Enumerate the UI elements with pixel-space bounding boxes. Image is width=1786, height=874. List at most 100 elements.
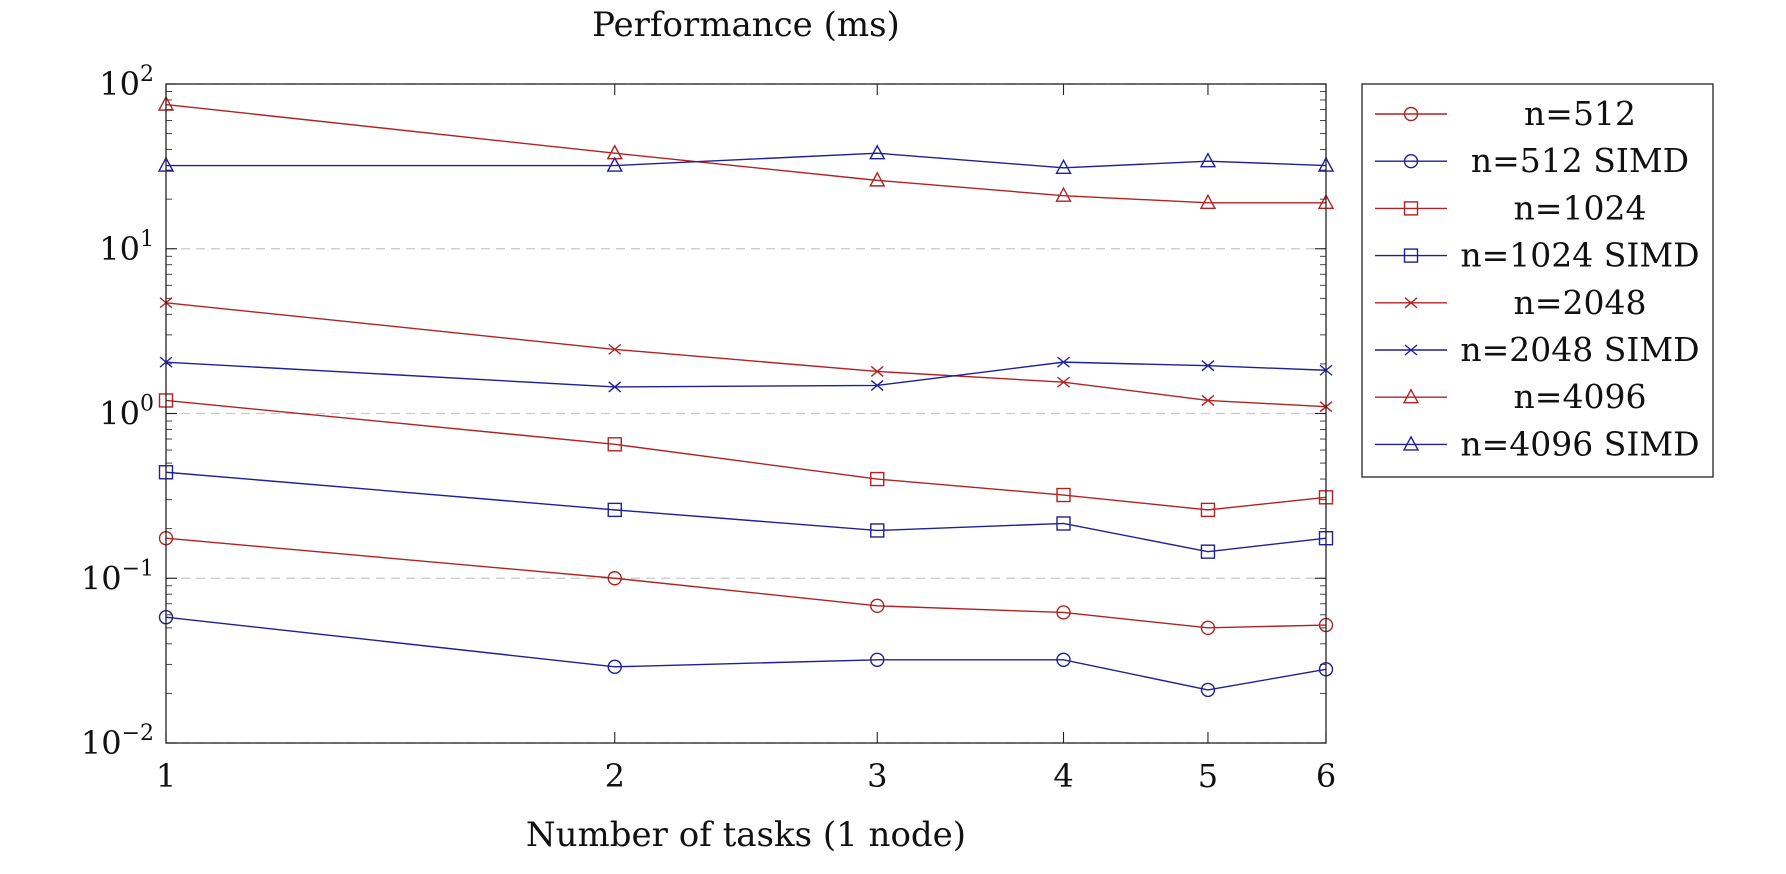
y-tick-base: 10	[81, 724, 122, 762]
legend-marker	[1403, 201, 1419, 216]
legend-marker	[1403, 106, 1419, 122]
x-tick-label: 4	[1053, 757, 1073, 795]
legend-entry: n=4096	[1375, 377, 1646, 416]
series-n-2048	[159, 297, 1333, 413]
legend-marker	[1402, 435, 1420, 451]
legend-marker	[1402, 388, 1420, 404]
series-n-4096	[157, 95, 1335, 210]
data-point	[607, 502, 622, 518]
legend-label: n=512 SIMD	[1471, 141, 1689, 180]
data-point	[1056, 516, 1071, 531]
data-point	[1200, 682, 1216, 698]
series-line	[165, 103, 1326, 204]
legend-entry: n=512 SIMD	[1375, 141, 1689, 180]
data-point	[607, 571, 622, 586]
data-point	[1057, 376, 1070, 388]
legend-entry: n=2048	[1375, 283, 1646, 322]
x-tick-label: 3	[867, 757, 887, 795]
y-tick-exponent: −1	[122, 556, 154, 581]
series-n-1024-simd	[158, 465, 1334, 559]
series-n-4096-simd	[157, 144, 1335, 174]
series-line	[165, 399, 1327, 511]
series-line	[165, 302, 1327, 408]
grid-lines	[166, 83, 1326, 744]
data-point	[1200, 502, 1216, 518]
x-axis-label: Number of tasks (1 node)	[526, 815, 966, 855]
legend-marker	[1403, 248, 1419, 263]
y-tick-base: 10	[99, 230, 140, 268]
data-point	[1201, 394, 1215, 406]
legend-label: n=1024 SIMD	[1460, 236, 1699, 275]
legend-label: n=4096	[1514, 377, 1647, 416]
y-tick-exponent: −2	[122, 721, 154, 746]
chart-title: Performance (ms)	[592, 5, 900, 45]
y-tick-base: 10	[99, 395, 140, 433]
legend-label: n=2048	[1514, 283, 1647, 322]
series-line	[165, 471, 1327, 553]
series-line	[165, 537, 1327, 629]
y-minor-ticks	[166, 91, 1326, 694]
data-point	[606, 156, 623, 172]
y-tick-base: 10	[99, 65, 140, 103]
data-point	[607, 437, 622, 452]
y-tick-label: 100	[99, 392, 154, 433]
data-point	[870, 365, 884, 377]
data-point	[1199, 193, 1217, 210]
data-point	[869, 171, 886, 187]
series-n-512-simd	[158, 610, 1334, 698]
data-point	[1199, 152, 1217, 168]
data-point	[1200, 620, 1216, 636]
data-point	[1055, 158, 1072, 174]
data-point	[870, 471, 885, 487]
legend-marker	[1403, 153, 1419, 169]
y-tick-label: 102	[99, 62, 154, 103]
data-point	[1057, 356, 1070, 368]
data-point	[607, 659, 622, 675]
data-point	[1055, 186, 1072, 202]
series-n-1024	[158, 393, 1334, 518]
data-point	[870, 652, 885, 667]
y-tick-label: 10−2	[81, 721, 154, 762]
legend-marker	[1404, 344, 1418, 356]
y-tick-label: 10−1	[81, 556, 154, 597]
data-point	[1201, 360, 1215, 372]
legend-label: n=4096 SIMD	[1460, 424, 1699, 463]
legend-entry: n=1024	[1375, 188, 1646, 227]
y-tick-exponent: 1	[140, 227, 154, 252]
data-point	[870, 379, 884, 391]
data-point	[608, 343, 622, 355]
data-point	[1056, 652, 1071, 667]
legend-entry: n=512	[1375, 94, 1636, 133]
x-tick-label: 1	[156, 757, 176, 795]
x-tick-label: 5	[1198, 757, 1218, 795]
data-point	[608, 381, 622, 393]
x-tick-label: 2	[605, 757, 625, 795]
y-tick-exponent: 2	[140, 62, 154, 87]
legend-label: n=512	[1524, 94, 1636, 133]
data-point	[1056, 605, 1071, 620]
legend-marker	[1404, 297, 1418, 309]
series-n-512	[158, 531, 1334, 636]
data-point	[1056, 487, 1071, 503]
series-n-2048-simd	[159, 356, 1333, 393]
legend-label: n=2048 SIMD	[1460, 330, 1699, 369]
series-layer	[157, 95, 1335, 698]
legend-entry: n=4096 SIMD	[1375, 424, 1700, 463]
series-line	[165, 616, 1327, 691]
data-point	[870, 523, 885, 538]
legend-entry: n=2048 SIMD	[1375, 330, 1700, 369]
legend: n=512 n=512 SIMD n=1024 n=1024 SIMD n=2048 n=…	[1361, 83, 1714, 478]
plot-frame	[165, 83, 1327, 744]
y-tick-exponent: 0	[140, 392, 154, 417]
y-tick-label: 101	[99, 227, 154, 268]
data-point	[870, 598, 885, 614]
y-tick-base: 10	[81, 559, 122, 597]
legend-entry: n=1024 SIMD	[1375, 236, 1700, 275]
x-axis-ticks: 1 2 3 4 5 6	[156, 84, 1336, 795]
legend-label: n=1024	[1514, 188, 1647, 227]
x-tick-label: 6	[1316, 757, 1336, 795]
data-point	[1200, 544, 1216, 559]
series-line	[165, 361, 1327, 388]
